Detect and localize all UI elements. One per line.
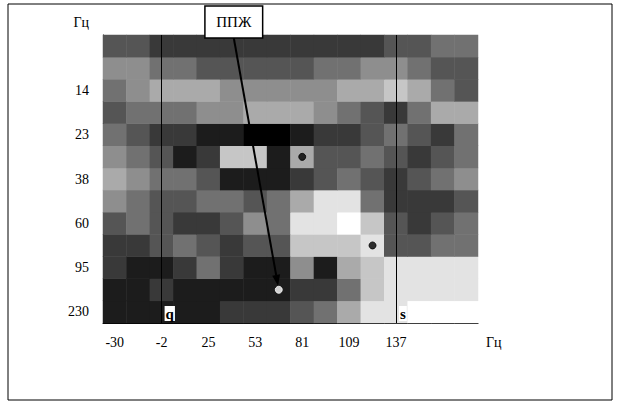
svg-text:-30: -30 <box>105 335 124 350</box>
svg-text:s: s <box>400 306 406 322</box>
svg-text:81: 81 <box>295 335 309 350</box>
svg-text:23: 23 <box>75 127 89 142</box>
svg-text:38: 38 <box>75 172 89 187</box>
svg-text:109: 109 <box>339 335 360 350</box>
svg-text:230: 230 <box>68 304 89 319</box>
svg-text:25: 25 <box>201 335 215 350</box>
svg-text:137: 137 <box>385 335 406 350</box>
svg-text:53: 53 <box>248 335 262 350</box>
svg-text:Гц: Гц <box>486 335 502 350</box>
svg-text:95: 95 <box>75 260 89 275</box>
svg-text:Гц: Гц <box>73 15 89 30</box>
svg-text:-2: -2 <box>156 335 168 350</box>
svg-text:q: q <box>166 306 175 322</box>
svg-text:60: 60 <box>75 216 89 231</box>
svg-text:ППЖ: ППЖ <box>216 14 252 30</box>
svg-text:14: 14 <box>75 83 89 98</box>
